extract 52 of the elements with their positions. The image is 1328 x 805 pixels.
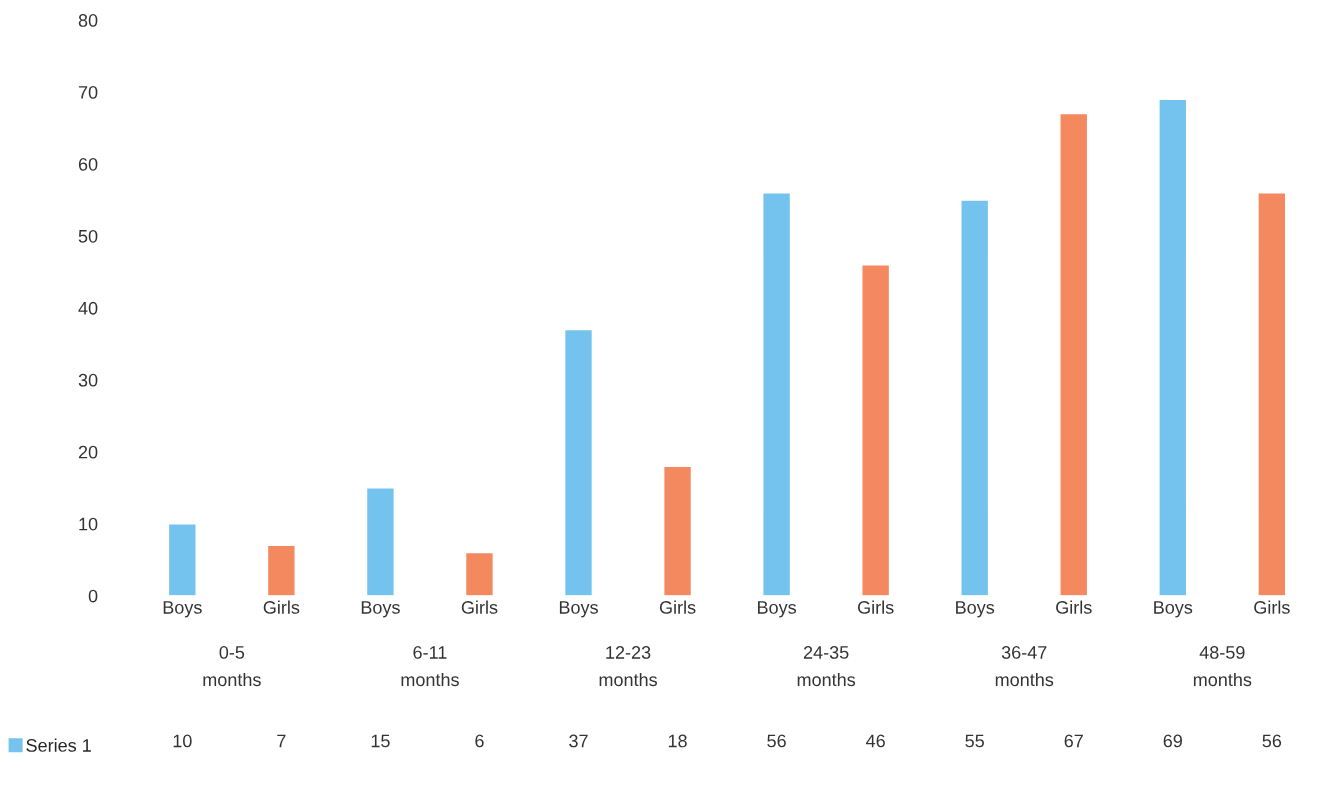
data-label: 46 [866,734,885,748]
data-label: 56 [767,734,786,748]
data-label: 18 [668,734,687,748]
text: 36-47 months [995,646,1054,687]
text: 24-35 months [797,646,856,687]
bar [464,551,495,596]
x-tick-label: Girls [659,600,696,614]
bar [1059,112,1089,596]
x-tick-label: Boys [361,601,400,618]
data-label: 10 [173,734,192,748]
text: 0-5 months [203,646,261,687]
y-tick-label: 0 [88,589,98,603]
bar [662,465,693,596]
data-label: 37 [569,734,588,748]
bar [861,264,891,596]
bar [563,328,594,596]
data-label: 6 [475,734,484,748]
data-label: 15 [371,734,390,748]
y-tick-label: 80 [78,14,98,27]
y-tick-label: 50 [78,229,98,243]
bar [960,199,990,596]
y-tick-label: 30 [78,373,98,387]
x-tick-label: Girls [1056,600,1092,614]
text: 12-23 months [599,646,657,687]
legend-label: Series 1 [26,738,91,752]
x-tick-label: Boys [758,601,797,618]
y-tick-label: 10 [79,517,98,531]
y-tick-label: 20 [78,445,98,459]
data-label: 56 [1262,734,1282,748]
bar [167,523,197,596]
data-label: 67 [1064,734,1083,748]
x-tick-label: Girls [461,600,498,614]
data-label: 55 [965,734,984,748]
bar [1158,98,1188,596]
x-tick-label: Boys [956,601,995,618]
data-label: 69 [1163,734,1182,748]
data-label: 7 [277,734,286,748]
bar [266,544,296,596]
text: 48-59 months [1193,646,1252,687]
x-tick-label: Girls [858,600,894,614]
y-tick-label: 70 [78,86,98,99]
x-tick-label: Boys [559,601,598,618]
y-tick-label: 40 [78,301,98,315]
bar [762,192,792,596]
x-tick-label: Girls [263,600,300,614]
text: 6-11 months [401,646,459,687]
y-tick-label: 60 [78,157,98,171]
bar [1257,192,1287,596]
x-tick-label: Boys [163,601,202,618]
x-tick-label: Girls [1254,600,1290,614]
x-tick-label: Boys [1154,601,1193,618]
bar [365,487,395,596]
